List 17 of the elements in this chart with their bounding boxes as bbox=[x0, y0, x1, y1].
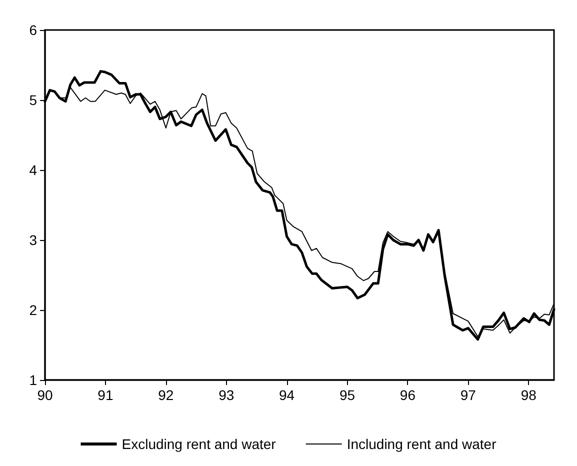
x-tick-label: 96 bbox=[400, 387, 416, 403]
x-tick-label: 92 bbox=[158, 387, 174, 403]
x-tick-label: 93 bbox=[218, 387, 234, 403]
x-tick-label: 98 bbox=[520, 387, 537, 403]
y-tick-label: 6 bbox=[29, 22, 38, 38]
legend-label: Including rent and water bbox=[346, 436, 497, 452]
x-tick-label: 94 bbox=[279, 387, 295, 403]
x-tick-label: 91 bbox=[98, 387, 114, 403]
legend-label: Excluding rent and water bbox=[122, 436, 276, 452]
y-tick-label: 5 bbox=[29, 92, 38, 108]
y-tick-label: 3 bbox=[29, 232, 38, 248]
y-tick-label: 4 bbox=[29, 162, 38, 178]
x-tick-label: 95 bbox=[339, 387, 356, 403]
x-tick-label: 90 bbox=[37, 387, 53, 403]
x-tick-label: 97 bbox=[460, 387, 476, 403]
y-tick-label: 2 bbox=[29, 302, 38, 318]
y-tick-label: 1 bbox=[29, 372, 38, 388]
